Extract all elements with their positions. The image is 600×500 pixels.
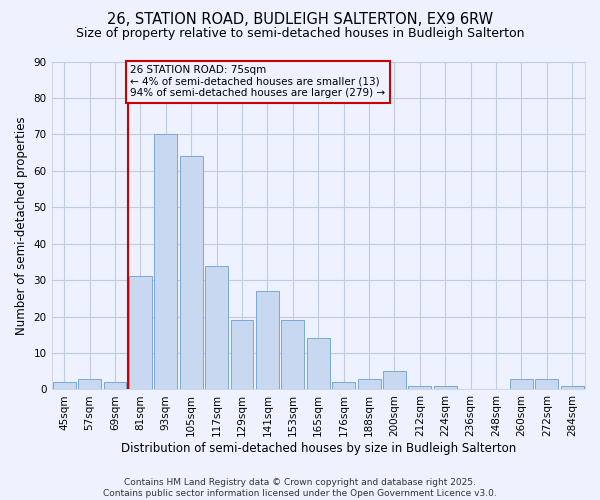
Bar xyxy=(561,386,584,390)
Bar xyxy=(78,378,101,390)
Bar xyxy=(510,378,533,390)
Bar xyxy=(281,320,304,390)
Bar xyxy=(53,382,76,390)
Bar xyxy=(332,382,355,390)
Text: Size of property relative to semi-detached houses in Budleigh Salterton: Size of property relative to semi-detach… xyxy=(76,28,524,40)
Text: Contains HM Land Registry data © Crown copyright and database right 2025.
Contai: Contains HM Land Registry data © Crown c… xyxy=(103,478,497,498)
Bar xyxy=(434,386,457,390)
X-axis label: Distribution of semi-detached houses by size in Budleigh Salterton: Distribution of semi-detached houses by … xyxy=(121,442,516,455)
Bar xyxy=(256,291,279,390)
Y-axis label: Number of semi-detached properties: Number of semi-detached properties xyxy=(15,116,28,335)
Bar xyxy=(307,338,330,390)
Bar xyxy=(104,382,127,390)
Bar xyxy=(180,156,203,390)
Text: 26 STATION ROAD: 75sqm
← 4% of semi-detached houses are smaller (13)
94% of semi: 26 STATION ROAD: 75sqm ← 4% of semi-deta… xyxy=(130,65,385,98)
Bar xyxy=(154,134,177,390)
Bar xyxy=(205,266,228,390)
Bar xyxy=(535,378,559,390)
Bar xyxy=(129,276,152,390)
Bar xyxy=(358,378,380,390)
Bar xyxy=(230,320,253,390)
Bar xyxy=(409,386,431,390)
Text: 26, STATION ROAD, BUDLEIGH SALTERTON, EX9 6RW: 26, STATION ROAD, BUDLEIGH SALTERTON, EX… xyxy=(107,12,493,28)
Bar xyxy=(383,371,406,390)
